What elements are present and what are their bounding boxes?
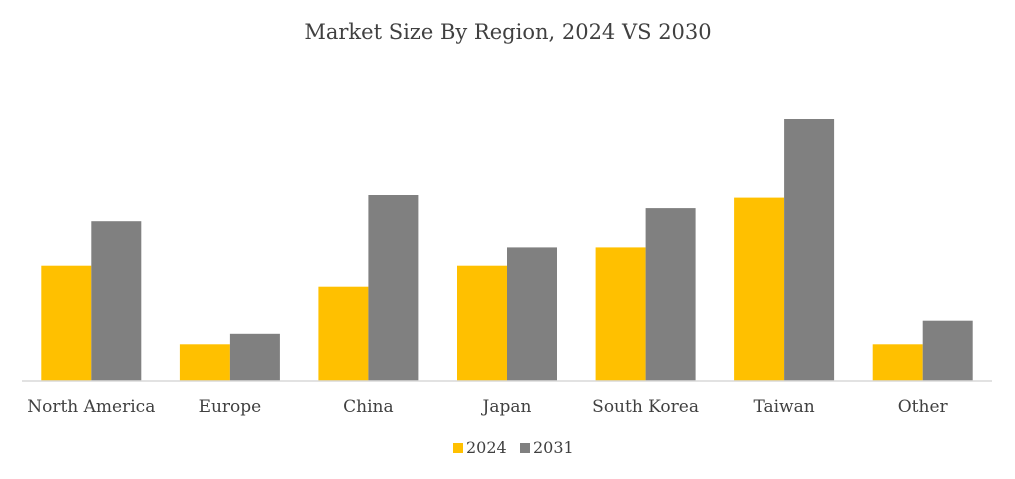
x-tick-label: Japan [481, 397, 532, 417]
x-tick-label: Other [898, 397, 949, 417]
bar-2031-japan [507, 247, 557, 381]
bar-2031-europe [229, 333, 280, 381]
x-axis-tick-labels: North America Europe China Japan South Korea… [27, 397, 948, 417]
x-tick-label: South Korea [592, 397, 699, 417]
plot-area [41, 119, 973, 381]
legend-label-2031: 2031 [533, 438, 574, 457]
bar-2031-taiwan [784, 119, 835, 381]
x-tick-label: Taiwan [753, 397, 814, 417]
legend-swatch-2031 [520, 443, 530, 453]
bar-2024-china [318, 286, 369, 381]
x-tick-label: China [343, 397, 393, 417]
bar-2031-china [368, 195, 419, 381]
legend-label-2024: 2024 [466, 438, 507, 457]
bar-2024-south-korea [595, 247, 646, 381]
bar-2024-japan [457, 265, 507, 381]
x-tick-label: North America [27, 397, 155, 417]
legend: 2024 2031 [453, 438, 574, 457]
x-tick-label: Europe [199, 397, 262, 417]
bar-2024-other [872, 344, 923, 381]
bar-2031-north-america [91, 221, 142, 381]
chart-title: Market Size By Region, 2024 VS 2030 [304, 20, 711, 44]
bar-2031-south-korea [645, 208, 696, 381]
bar-2024-taiwan [734, 197, 785, 381]
bar-2024-europe [179, 344, 230, 381]
bar-2031-other [922, 320, 973, 381]
bar-2024-north-america [41, 265, 92, 381]
legend-swatch-2024 [453, 443, 463, 453]
